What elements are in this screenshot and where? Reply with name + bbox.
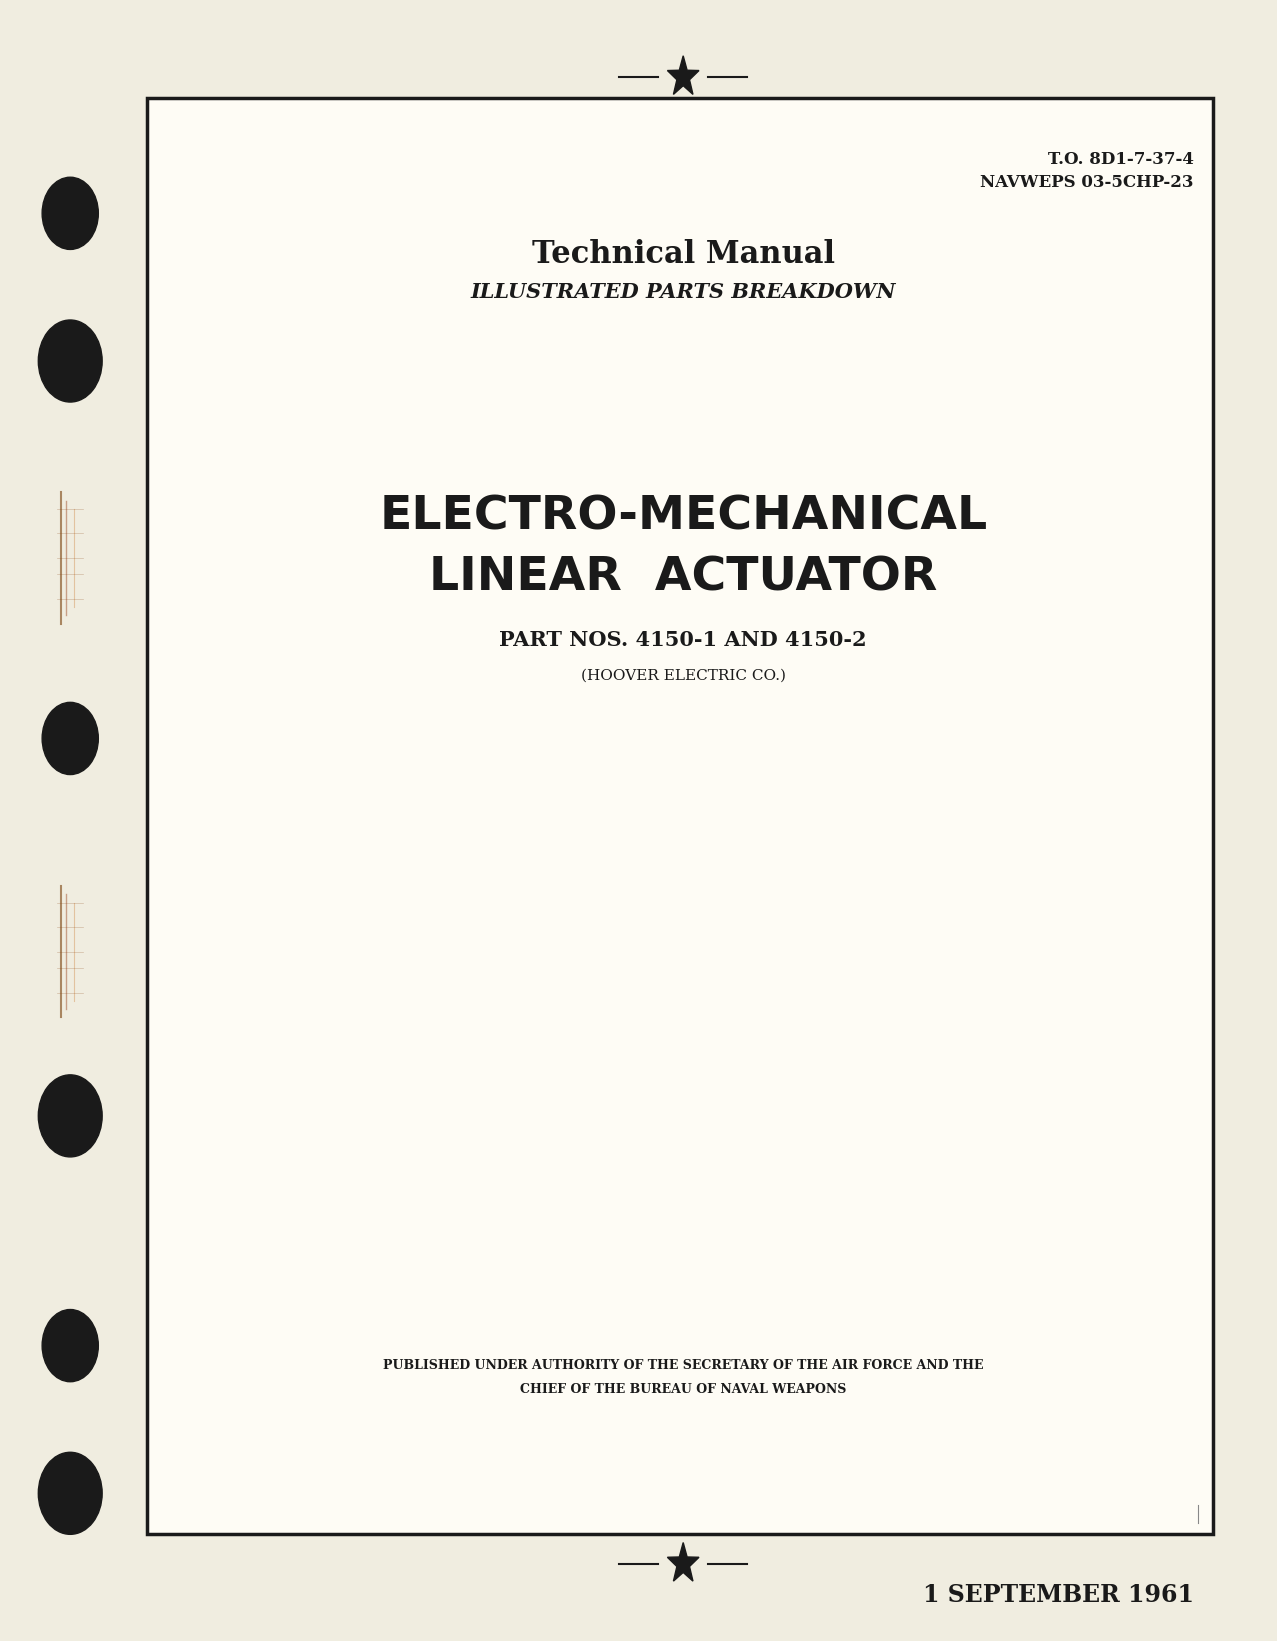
Circle shape <box>38 1452 102 1534</box>
Text: T.O. 8D1-7-37-4: T.O. 8D1-7-37-4 <box>1048 151 1194 167</box>
Text: PUBLISHED UNDER AUTHORITY OF THE SECRETARY OF THE AIR FORCE AND THE: PUBLISHED UNDER AUTHORITY OF THE SECRETA… <box>383 1359 983 1372</box>
Text: LINEAR  ACTUATOR: LINEAR ACTUATOR <box>429 555 937 601</box>
Circle shape <box>42 702 98 775</box>
Text: Technical Manual: Technical Manual <box>531 240 835 269</box>
Circle shape <box>38 320 102 402</box>
Text: ELECTRO-MECHANICAL: ELECTRO-MECHANICAL <box>379 494 987 540</box>
Circle shape <box>42 177 98 249</box>
Text: ILLUSTRATED PARTS BREAKDOWN: ILLUSTRATED PARTS BREAKDOWN <box>470 282 896 302</box>
Text: NAVWEPS 03-5CHP-23: NAVWEPS 03-5CHP-23 <box>981 174 1194 190</box>
Text: 1 SEPTEMBER 1961: 1 SEPTEMBER 1961 <box>923 1584 1194 1607</box>
Circle shape <box>42 1310 98 1382</box>
Circle shape <box>38 1075 102 1157</box>
Text: PART NOS. 4150-1 AND 4150-2: PART NOS. 4150-1 AND 4150-2 <box>499 630 867 650</box>
Polygon shape <box>668 1543 699 1582</box>
Bar <box>147 98 1213 1534</box>
Text: CHIEF OF THE BUREAU OF NAVAL WEAPONS: CHIEF OF THE BUREAU OF NAVAL WEAPONS <box>520 1383 847 1396</box>
Polygon shape <box>668 56 699 95</box>
Text: (HOOVER ELECTRIC CO.): (HOOVER ELECTRIC CO.) <box>581 670 785 683</box>
